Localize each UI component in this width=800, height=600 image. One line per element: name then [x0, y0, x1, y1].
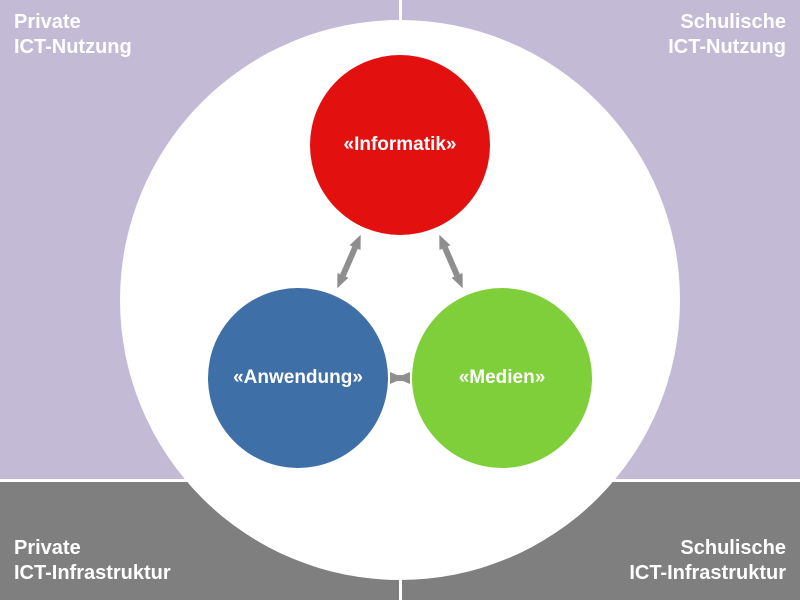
- node-anwendung-label: «Anwendung»: [227, 367, 369, 389]
- label-bottom-right: Schulische ICT-Infrastruktur: [629, 536, 786, 586]
- node-medien-label: «Medien»: [453, 367, 552, 389]
- label-bottom-left: Private ICT-Infrastruktur: [14, 536, 171, 586]
- node-medien: «Medien»: [412, 288, 592, 468]
- node-informatik-label: «Informatik»: [338, 134, 463, 156]
- label-top-right: Schulische ICT-Nutzung: [668, 10, 786, 60]
- label-top-left: Private ICT-Nutzung: [14, 10, 132, 60]
- node-anwendung: «Anwendung»: [208, 288, 388, 468]
- diagram-stage: «Informatik» «Anwendung» «Medien» Privat…: [0, 0, 800, 600]
- node-informatik: «Informatik»: [310, 55, 490, 235]
